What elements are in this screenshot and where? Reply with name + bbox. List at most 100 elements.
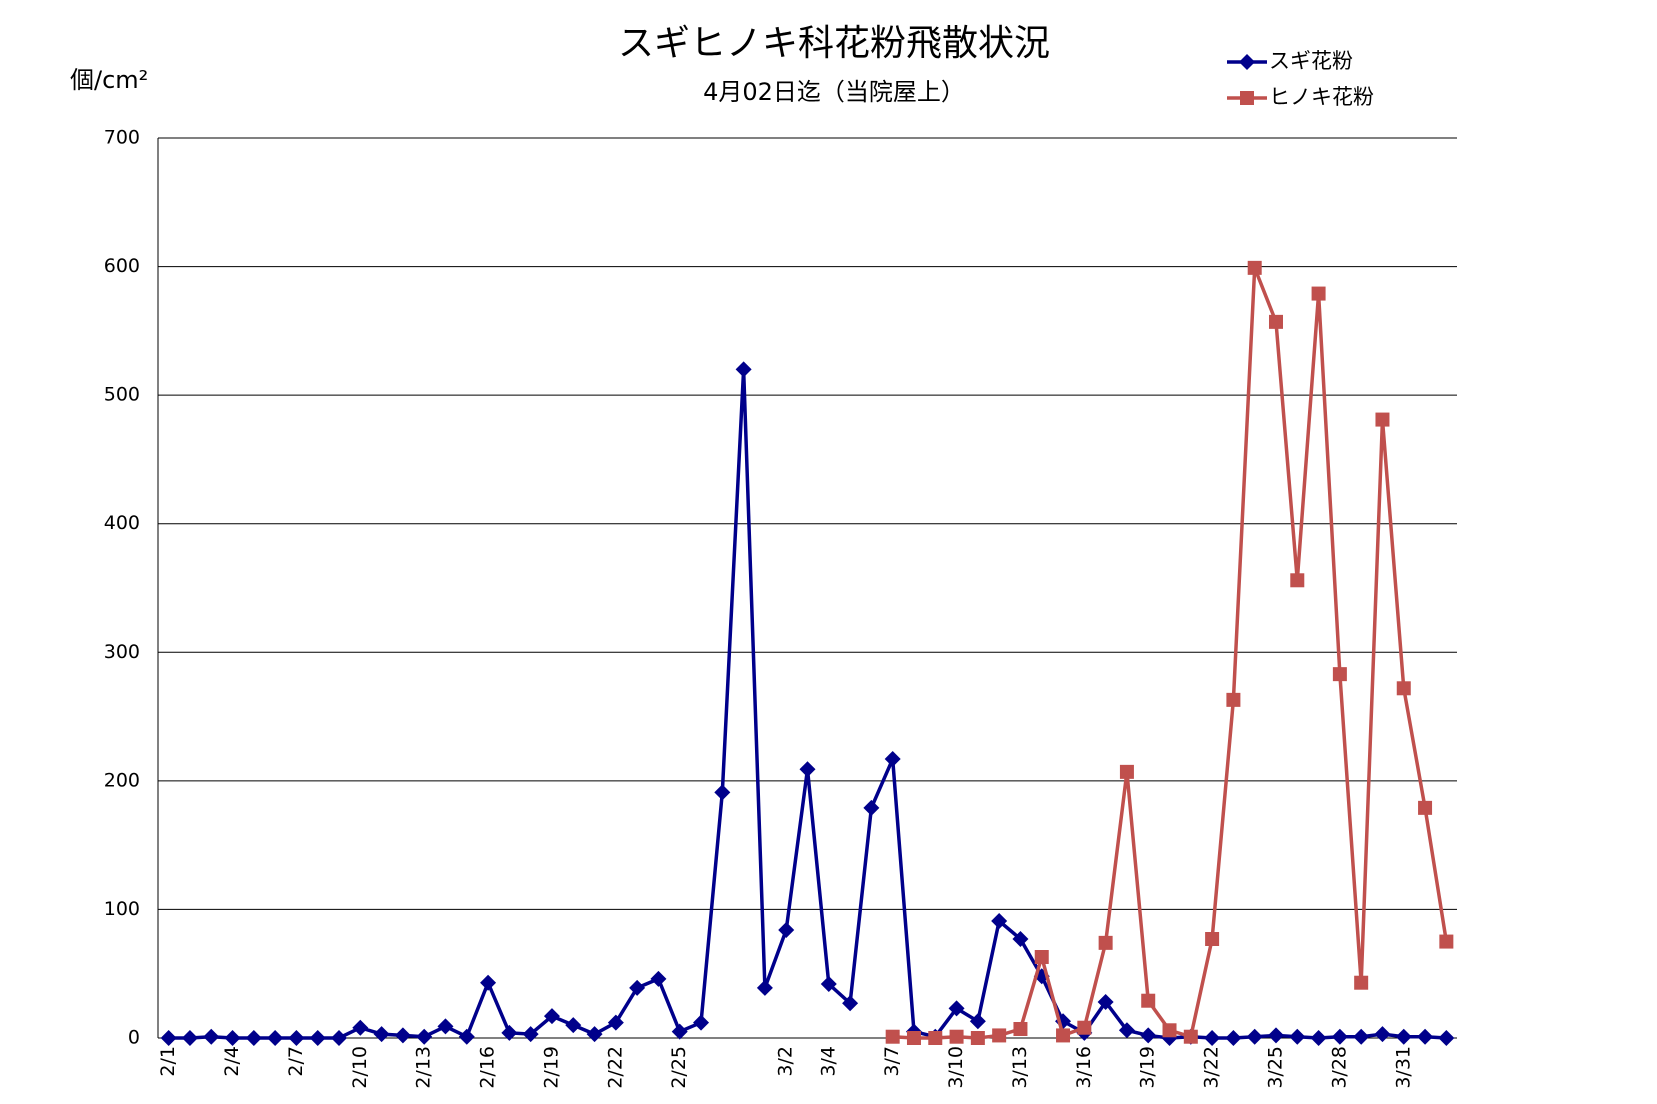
- chart-subtitle: 4月02日迄（当院屋上）: [703, 78, 965, 106]
- x-tick-label: 3/25: [1264, 1046, 1286, 1089]
- x-tick-label: 2/25: [668, 1046, 690, 1089]
- legend-label: スギ花粉: [1269, 49, 1353, 73]
- y-tick-label: 300: [104, 641, 140, 663]
- marker: [565, 1017, 582, 1034]
- marker: [948, 1000, 965, 1017]
- marker: [671, 1023, 688, 1040]
- x-tick-label: 3/16: [1073, 1046, 1095, 1089]
- x-tick-label: 3/2: [775, 1046, 797, 1077]
- marker: [1098, 935, 1113, 950]
- marker: [160, 1030, 177, 1046]
- marker: [1354, 975, 1369, 990]
- marker: [1331, 1028, 1348, 1045]
- marker: [778, 922, 795, 938]
- marker: [1418, 800, 1433, 815]
- series-line: [892, 267, 1449, 1040]
- marker: [1332, 667, 1347, 682]
- marker: [416, 1028, 433, 1045]
- marker: [1204, 1030, 1221, 1046]
- marker: [224, 1030, 241, 1046]
- marker: [799, 761, 816, 778]
- marker: [1056, 1028, 1071, 1043]
- marker: [1290, 573, 1305, 588]
- x-tick-label: 3/4: [817, 1046, 839, 1077]
- marker: [480, 974, 497, 991]
- x-tick-label: 3/31: [1392, 1046, 1414, 1089]
- y-tick-label: 700: [104, 127, 140, 149]
- marker: [1162, 1023, 1177, 1038]
- x-tick-label: 2/19: [540, 1046, 562, 1089]
- marker: [629, 979, 646, 996]
- marker: [331, 1030, 348, 1046]
- marker: [1183, 1029, 1198, 1044]
- marker: [1268, 314, 1283, 329]
- marker: [1247, 260, 1262, 275]
- marker: [949, 1029, 964, 1044]
- x-tick-label: 2/10: [349, 1046, 371, 1089]
- x-tick-label: 2/13: [413, 1046, 435, 1089]
- marker: [181, 1030, 198, 1046]
- marker: [288, 1030, 305, 1046]
- marker: [991, 913, 1008, 929]
- marker: [1374, 1026, 1391, 1043]
- series-line: [168, 369, 1447, 1040]
- marker: [735, 361, 752, 378]
- x-tick-label: 3/7: [881, 1046, 903, 1077]
- marker: [501, 1024, 518, 1041]
- marker: [970, 1031, 985, 1045]
- marker: [458, 1028, 475, 1045]
- marker: [1012, 931, 1029, 947]
- marker: [884, 751, 901, 767]
- marker: [756, 979, 773, 996]
- marker: [1077, 1020, 1092, 1035]
- marker: [1417, 1028, 1434, 1045]
- marker: [714, 784, 731, 801]
- marker: [1097, 994, 1114, 1010]
- marker: [863, 799, 880, 816]
- marker: [842, 995, 859, 1012]
- marker: [543, 1008, 560, 1025]
- x-tick-label: 3/22: [1201, 1046, 1223, 1089]
- marker: [1396, 681, 1411, 696]
- x-tick-label: 2/16: [477, 1046, 499, 1089]
- marker: [1353, 1028, 1370, 1045]
- x-tick-label: 2/4: [221, 1046, 243, 1077]
- marker: [245, 1030, 262, 1046]
- marker: [1375, 412, 1390, 427]
- y-tick-label: 100: [104, 898, 140, 920]
- marker: [1140, 1027, 1157, 1044]
- marker: [373, 1026, 390, 1043]
- y-tick-label: 200: [104, 769, 140, 791]
- marker: [1225, 1030, 1242, 1046]
- marker: [1310, 1030, 1327, 1046]
- marker: [203, 1028, 220, 1045]
- y-tick-label: 600: [104, 255, 140, 277]
- marker: [1267, 1027, 1284, 1044]
- marker: [650, 970, 667, 987]
- marker: [885, 1029, 900, 1044]
- marker: [522, 1026, 539, 1043]
- marker: [1013, 1022, 1028, 1036]
- x-tick-label: 3/19: [1137, 1046, 1159, 1089]
- marker: [1246, 1028, 1263, 1045]
- marker: [1118, 1022, 1135, 1039]
- y-tick-label: 0: [128, 1027, 140, 1049]
- x-tick-label: 2/1: [157, 1046, 179, 1077]
- y-tick-label: 400: [104, 512, 140, 534]
- chart-title: スギヒノキ科花粉飛散状況: [618, 23, 1050, 64]
- marker: [906, 1031, 921, 1045]
- marker: [1226, 692, 1241, 707]
- marker: [928, 1031, 943, 1045]
- x-tick-label: 3/13: [1009, 1046, 1031, 1089]
- y-axis-label: 個/cm²: [70, 66, 148, 94]
- marker: [394, 1027, 411, 1044]
- marker: [437, 1018, 454, 1035]
- marker: [1439, 934, 1454, 949]
- marker: [1395, 1028, 1412, 1045]
- marker: [693, 1014, 710, 1031]
- marker: [992, 1028, 1007, 1043]
- x-tick-label: 2/22: [604, 1046, 626, 1089]
- legend-label: ヒノキ花粉: [1269, 85, 1374, 109]
- x-tick-label: 2/7: [285, 1046, 307, 1077]
